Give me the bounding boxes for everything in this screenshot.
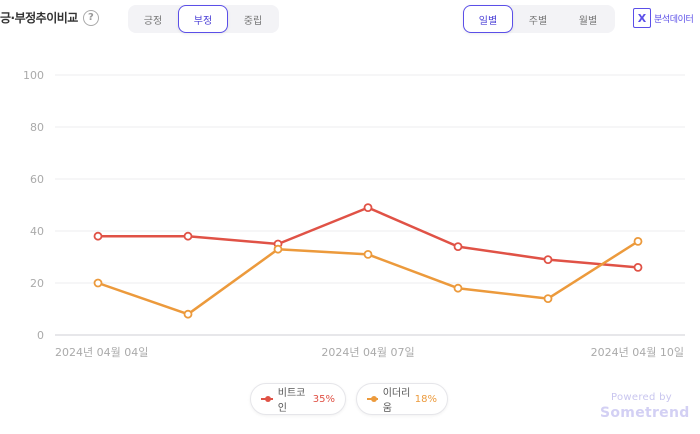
x-tick-label: 2024년 04월 10일 (591, 345, 684, 359)
y-tick-0: 0 (37, 329, 44, 342)
sentiment-toggle: 긍정 부정 중립 (128, 5, 279, 33)
x-axis-ticks: 2024년 04월 04일 2024년 04월 07일 2024년 04월 10일 (55, 345, 684, 359)
y-tick-20: 20 (30, 277, 44, 290)
data-point (543, 255, 553, 265)
tab-weekly[interactable]: 주별 (528, 15, 548, 27)
legend-pct-ethereum: 18% (414, 393, 437, 405)
legend-item-bitcoin[interactable]: 비트코인 35% (250, 383, 346, 415)
y-tick-40: 40 (30, 225, 44, 238)
brand-logo: Sometrend (600, 405, 690, 421)
data-point (183, 309, 193, 319)
data-point (363, 203, 373, 213)
data-point (453, 242, 463, 252)
export-data-label: 분석데이터 (654, 14, 694, 25)
chart-header: 긍·부정추이비교 ? (0, 9, 99, 26)
data-point (273, 244, 283, 254)
x-tick-label: 2024년 04월 04일 (55, 345, 148, 359)
data-point (633, 262, 643, 272)
tab-daily[interactable]: 일별 (463, 5, 513, 33)
period-toggle: 일별 주별 월별 (463, 5, 615, 33)
tab-monthly[interactable]: 월별 (578, 15, 598, 27)
tab-neutral[interactable]: 중립 (243, 15, 263, 27)
legend-label-bitcoin: 비트코인 (277, 388, 306, 414)
data-point (93, 278, 103, 288)
powered-by-text: Powered by (611, 392, 672, 403)
data-point (543, 294, 553, 304)
y-tick-60: 60 (30, 173, 44, 186)
x-tick-label: 2024년 04월 07일 (321, 345, 414, 359)
chart-grid (55, 74, 685, 336)
tab-negative[interactable]: 부정 (178, 5, 228, 33)
legend-marker-bitcoin (261, 396, 273, 402)
y-axis-ticks: 0 20 40 60 80 100 (23, 69, 44, 342)
legend-pct-bitcoin: 35% (312, 393, 335, 405)
y-tick-100: 100 (23, 69, 44, 82)
data-point (453, 283, 463, 293)
data-point (363, 249, 373, 259)
legend-label-ethereum: 이더리움 (382, 388, 411, 414)
data-point (183, 231, 193, 241)
help-icon[interactable]: ? (82, 9, 99, 26)
excel-icon: X (633, 8, 651, 28)
y-tick-80: 80 (30, 121, 44, 134)
tab-positive[interactable]: 긍정 (143, 15, 163, 27)
legend-marker-ethereum (367, 396, 378, 402)
page-title: 긍·부정추이비교 (0, 11, 78, 25)
data-point (93, 231, 103, 241)
legend-item-ethereum[interactable]: 이더리움 18% (356, 383, 448, 415)
data-point (633, 236, 643, 246)
export-data-button[interactable]: X 분석데이터 (633, 8, 694, 28)
chart-series (93, 203, 643, 319)
